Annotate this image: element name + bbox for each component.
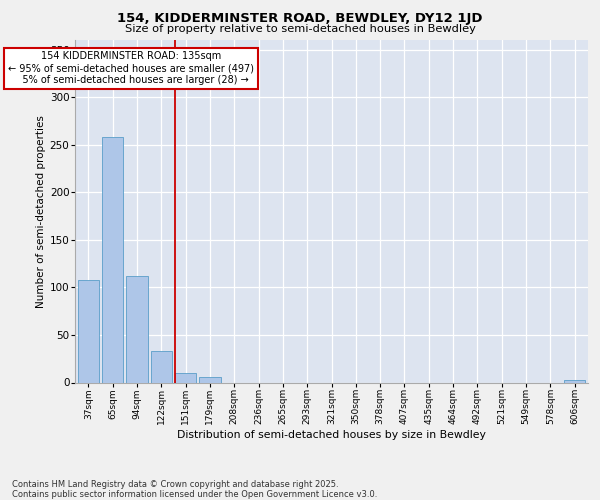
Bar	[127, 276, 148, 382]
Text: Size of property relative to semi-detached houses in Bewdley: Size of property relative to semi-detach…	[125, 24, 475, 34]
Bar	[564, 380, 586, 382]
Text: Contains HM Land Registry data © Crown copyright and database right 2025.
Contai: Contains HM Land Registry data © Crown c…	[12, 480, 377, 499]
X-axis label: Distribution of semi-detached houses by size in Bewdley: Distribution of semi-detached houses by …	[177, 430, 486, 440]
Bar	[199, 377, 221, 382]
Text: 154 KIDDERMINSTER ROAD: 135sqm
← 95% of semi-detached houses are smaller (497)
 : 154 KIDDERMINSTER ROAD: 135sqm ← 95% of …	[8, 52, 254, 84]
Y-axis label: Number of semi-detached properties: Number of semi-detached properties	[35, 115, 46, 308]
Text: 154, KIDDERMINSTER ROAD, BEWDLEY, DY12 1JD: 154, KIDDERMINSTER ROAD, BEWDLEY, DY12 1…	[117, 12, 483, 25]
Bar	[102, 137, 124, 382]
Bar	[77, 280, 99, 382]
Bar	[151, 351, 172, 382]
Bar	[175, 373, 196, 382]
